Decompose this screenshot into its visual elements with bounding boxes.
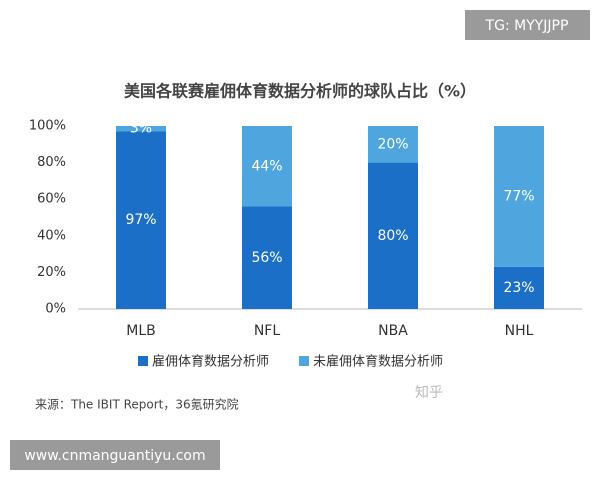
bar-segment (242, 126, 292, 207)
bar-segment (368, 162, 418, 309)
data-label: 20% (377, 136, 408, 152)
y-tick-label: 40% (37, 228, 66, 243)
x-tick-label: MLB (126, 323, 155, 339)
chart-title: 美国各联赛雇佣体育数据分析师的球队占比（%） (124, 82, 476, 101)
data-label: 97% (125, 212, 156, 228)
y-tick-label: 0% (45, 302, 66, 317)
x-tick-label: NHL (505, 323, 534, 339)
bar-segment (368, 126, 418, 163)
data-label: 56% (251, 250, 282, 266)
legend-label: 未雇佣体育数据分析师 (313, 354, 443, 370)
x-tick-label: NBA (378, 323, 408, 339)
y-tick-label: 20% (37, 265, 66, 280)
legend-swatch (299, 356, 310, 366)
watermark: www.cnmanguantiyu.com (24, 448, 205, 464)
bar-segment (494, 126, 544, 267)
bar-segment (116, 126, 166, 132)
bar-segment (494, 266, 544, 309)
bar-segment (116, 131, 166, 309)
y-tick-label: 60% (37, 192, 66, 207)
watermark: TG: MYYJJPP (485, 18, 569, 34)
data-label: 44% (251, 158, 282, 174)
x-tick-label: NFL (254, 323, 281, 339)
data-label: 3% (130, 121, 152, 137)
watermark: 知乎 (415, 384, 443, 401)
watermark-box (10, 440, 220, 470)
y-tick-label: 80% (37, 155, 66, 170)
data-label: 80% (377, 228, 408, 244)
source: 来源：The IBIT Report，36氪研究院 (35, 397, 239, 412)
watermark-box (465, 10, 590, 40)
data-label: 23% (503, 280, 534, 296)
bar-segment (242, 206, 292, 309)
legend-label: 雇佣体育数据分析师 (152, 354, 269, 370)
y-tick-label: 100% (29, 119, 66, 134)
legend-swatch (138, 356, 148, 366)
data-label: 77% (503, 188, 534, 204)
